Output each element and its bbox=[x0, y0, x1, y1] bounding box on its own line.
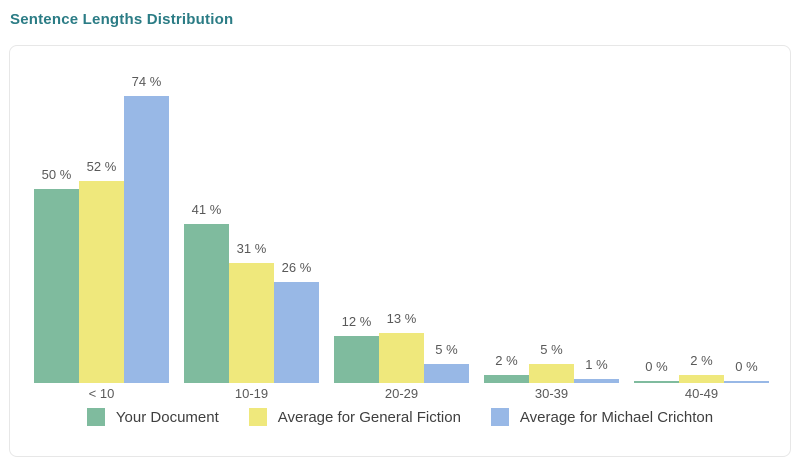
bar-value-label: 13 % bbox=[386, 311, 417, 326]
legend-label: Your Document bbox=[115, 408, 219, 426]
bar-value-label: 41 % bbox=[191, 202, 222, 217]
legend-label: Average for General Fiction bbox=[277, 408, 461, 426]
legend-item: Your Document bbox=[86, 408, 219, 426]
bar-value-label: 31 % bbox=[236, 241, 267, 256]
bar-value-label: 52 % bbox=[86, 159, 117, 174]
bar bbox=[724, 381, 769, 383]
chart-card: 50 % 52 % 74 % 41 % 31 % 26 % 12 % 13 % 5 % 2 % 5 … bbox=[9, 45, 791, 457]
bar bbox=[334, 336, 379, 383]
bar bbox=[229, 263, 274, 383]
bar bbox=[379, 333, 424, 383]
bar bbox=[634, 381, 679, 383]
bar-value-label: 12 % bbox=[341, 314, 372, 329]
chart-title: Sentence Lengths Distribution bbox=[10, 11, 234, 28]
x-axis-label: < 10 bbox=[88, 386, 115, 401]
x-axis-labels: < 10 10-19 20-29 30-39 40-49 bbox=[34, 386, 769, 404]
bar bbox=[34, 189, 79, 383]
x-axis-label: 20-29 bbox=[384, 386, 419, 401]
x-axis-label: 10-19 bbox=[234, 386, 269, 401]
bar bbox=[529, 364, 574, 383]
bar bbox=[574, 379, 619, 383]
legend-item: Average for General Fiction bbox=[248, 408, 461, 426]
bar-value-label: 2 % bbox=[495, 353, 518, 368]
legend-swatch bbox=[248, 408, 267, 426]
legend-swatch bbox=[490, 408, 509, 426]
bar bbox=[424, 364, 469, 383]
bar-value-label: 26 % bbox=[281, 260, 312, 275]
legend-swatch bbox=[86, 408, 105, 426]
bar-value-label: 74 % bbox=[131, 74, 162, 89]
bar-value-label: 1 % bbox=[585, 357, 608, 372]
legend-label: Average for Michael Crichton bbox=[519, 408, 714, 426]
bar bbox=[79, 181, 124, 383]
bar-value-label: 0 % bbox=[645, 359, 668, 374]
legend: Your Document Average for General Fiction… bbox=[10, 408, 790, 426]
bar bbox=[484, 375, 529, 383]
bar-value-label: 50 % bbox=[41, 167, 72, 182]
bar bbox=[184, 224, 229, 383]
x-axis-label: 40-49 bbox=[684, 386, 719, 401]
bar-value-label: 0 % bbox=[735, 359, 758, 374]
bar bbox=[274, 282, 319, 383]
bar-value-label: 5 % bbox=[435, 342, 458, 357]
bar bbox=[124, 96, 169, 383]
x-axis-label: 30-39 bbox=[534, 386, 569, 401]
bar-value-label: 5 % bbox=[540, 342, 563, 357]
bar-chart-plot: 50 % 52 % 74 % 41 % 31 % 26 % 12 % 13 % 5 % 2 % 5 … bbox=[34, 46, 769, 383]
bar bbox=[679, 375, 724, 383]
legend-item: Average for Michael Crichton bbox=[490, 408, 714, 426]
bar-value-label: 2 % bbox=[690, 353, 713, 368]
